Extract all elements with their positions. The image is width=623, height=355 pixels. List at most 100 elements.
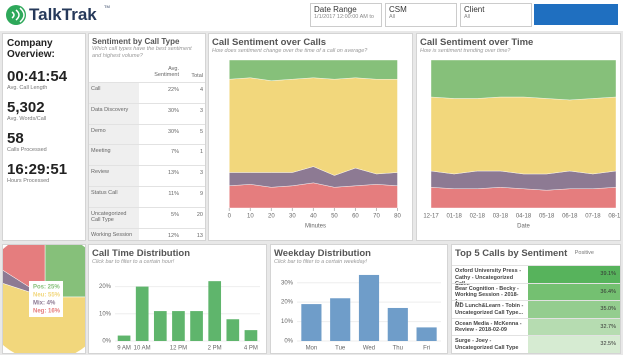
x-tick-label: 0 [228, 214, 232, 220]
chart-subtitle: How does sentiment change over the time … [212, 48, 368, 54]
overview-panel: Company Overview: 00:41:54 Avg. Call Leng… [2, 33, 86, 241]
cell: 32.7% [600, 323, 616, 330]
value-label: Neu: 55% [33, 293, 61, 299]
cell: 5% [171, 211, 179, 218]
x-tick-label: 05-18 [539, 214, 555, 220]
y-tick-label: 10% [99, 311, 112, 317]
row-label: Status Call [89, 187, 139, 208]
table-panel: Sentiment by Call Type Which call types … [88, 33, 206, 241]
x-tick-label: 4 PM [244, 346, 258, 352]
x-axis-label: Date [517, 224, 530, 230]
x-tick-label: 30 [289, 214, 296, 220]
filter[interactable]: Client All [460, 3, 532, 27]
cell: 30% [167, 128, 179, 135]
row-label: Ocean Media - McKenna - Review - 2018-02… [455, 320, 522, 334]
chart-panel: Weekday Distribution Click bar to filter… [270, 244, 448, 354]
x-tick-label: 10 AM [134, 346, 151, 352]
y-tick-label: 20% [99, 284, 112, 290]
filter-label: Date Range [314, 5, 357, 14]
area [430, 59, 617, 101]
filter[interactable]: CSM All [385, 3, 457, 27]
table-row: Oxford University Press - Cathy - Uncate… [452, 265, 620, 287]
filter[interactable]: Date Range 1/1/2017 12:00:00 AM to [310, 3, 382, 27]
row-label: Call [89, 83, 139, 104]
table-row: Working Session 12% 13 [89, 227, 205, 240]
cell: 3 [199, 107, 203, 114]
row-label: Demo [89, 124, 139, 146]
panel-title: Top 5 Calls by Sentiment [455, 248, 568, 259]
bar [301, 304, 322, 341]
x-tick-label: 12 PM [170, 346, 187, 352]
x-tick-label: 01-18 [446, 214, 462, 220]
x-tick-label: 60 [352, 214, 359, 220]
row-label: Bear Cognition - Becky - Working Session… [455, 285, 519, 305]
cell: 32.5% [600, 341, 616, 347]
button[interactable] [534, 4, 618, 25]
panel-subtitle: Which call types have the best sentiment… [92, 46, 192, 59]
chart: 0% 10% 20% 30% Mon Tue Wed Thu Fri [281, 274, 441, 352]
top-calls-panel: Top 5 Calls by Sentiment Positive Oxford… [451, 244, 621, 354]
bar [172, 311, 185, 341]
y-tick-label: 10% [281, 319, 294, 325]
filter-value: All [464, 14, 471, 20]
bar [226, 319, 240, 341]
bar [358, 274, 380, 341]
x-tick-label: Mon [306, 346, 318, 352]
x-tick-label: Wed [363, 346, 375, 352]
x-tick-label: 40 [310, 214, 317, 220]
cell: 39.1% [600, 271, 616, 277]
metric-value: 5,302 [7, 99, 45, 116]
x-tick-label: Thu [393, 346, 403, 352]
x-tick-label: 03-18 [493, 214, 509, 220]
cell: 1 [199, 149, 203, 156]
pie-slice [3, 283, 85, 353]
column-header: Total [191, 73, 203, 79]
chart-title: Weekday Distribution [274, 248, 371, 259]
cell: 35.0% [600, 306, 616, 312]
cell: 13% [167, 170, 179, 177]
y-tick-label: 0% [284, 339, 293, 345]
cell: 30% [167, 107, 179, 114]
row-label: Review [89, 166, 139, 187]
table-row: Uncategorized Call Type 5% 20 [89, 206, 205, 229]
area [430, 187, 617, 209]
table-row: Call 22% 4 [89, 82, 205, 104]
y-tick-label: 20% [281, 300, 294, 306]
row-label: MD Lunch&Learn - Tobin - Uncategorized C… [455, 303, 524, 316]
cell: 36.4% [600, 288, 616, 295]
chart: 0 10 20 30 40 50 60 70 80 Minutes [228, 59, 401, 230]
row-label: Meeting [89, 145, 139, 167]
bar [330, 298, 351, 341]
y-tick-label: 0% [102, 339, 111, 345]
chart-panel: Pos: 25% Neu: 55% Mix: 4% Neg: 16% [2, 244, 86, 354]
chart-panel: Call Sentiment over Calls How does senti… [208, 33, 413, 241]
x-tick-label: Fri [423, 346, 430, 352]
table-row: Bear Cognition - Becky - Working Session… [452, 282, 620, 305]
logo-mark: TM [104, 4, 110, 9]
bar [208, 281, 222, 341]
cell: 9 [199, 191, 203, 197]
x-tick-label: 50 [331, 214, 338, 220]
cell: 13 [196, 232, 203, 239]
x-tick-label: 07-18 [585, 214, 601, 220]
table-row: Demo 30% 5 [89, 123, 205, 146]
x-tick-label: 70 [373, 214, 380, 220]
bar [416, 327, 437, 341]
cell: 20 [196, 211, 203, 218]
cell: 5 [199, 128, 203, 135]
row-label: Uncategorized Call Type [89, 207, 139, 229]
metric-value: 00:41:54 [7, 68, 68, 85]
metric-label: Calls Processed [7, 147, 47, 153]
cell: 3 [199, 170, 203, 177]
row-label: Data Discovery [89, 103, 139, 125]
logo-text: TalkTrak [29, 5, 97, 24]
cell: 7% [171, 149, 179, 156]
area [229, 77, 398, 176]
x-tick-label: 04-18 [516, 214, 532, 220]
table-row: Meeting 7% 1 [89, 144, 205, 167]
chart: 0% 10% 20% 9 AM 10 AM 12 PM 2 PM 4 PM [99, 281, 260, 352]
chart-subtitle: How is sentiment trending over time? [420, 48, 511, 54]
chart-title: Call Sentiment over Time [420, 37, 534, 48]
table-row: MD Lunch&Learn - Tobin - Uncategorized C… [452, 300, 620, 318]
bar [387, 307, 408, 341]
